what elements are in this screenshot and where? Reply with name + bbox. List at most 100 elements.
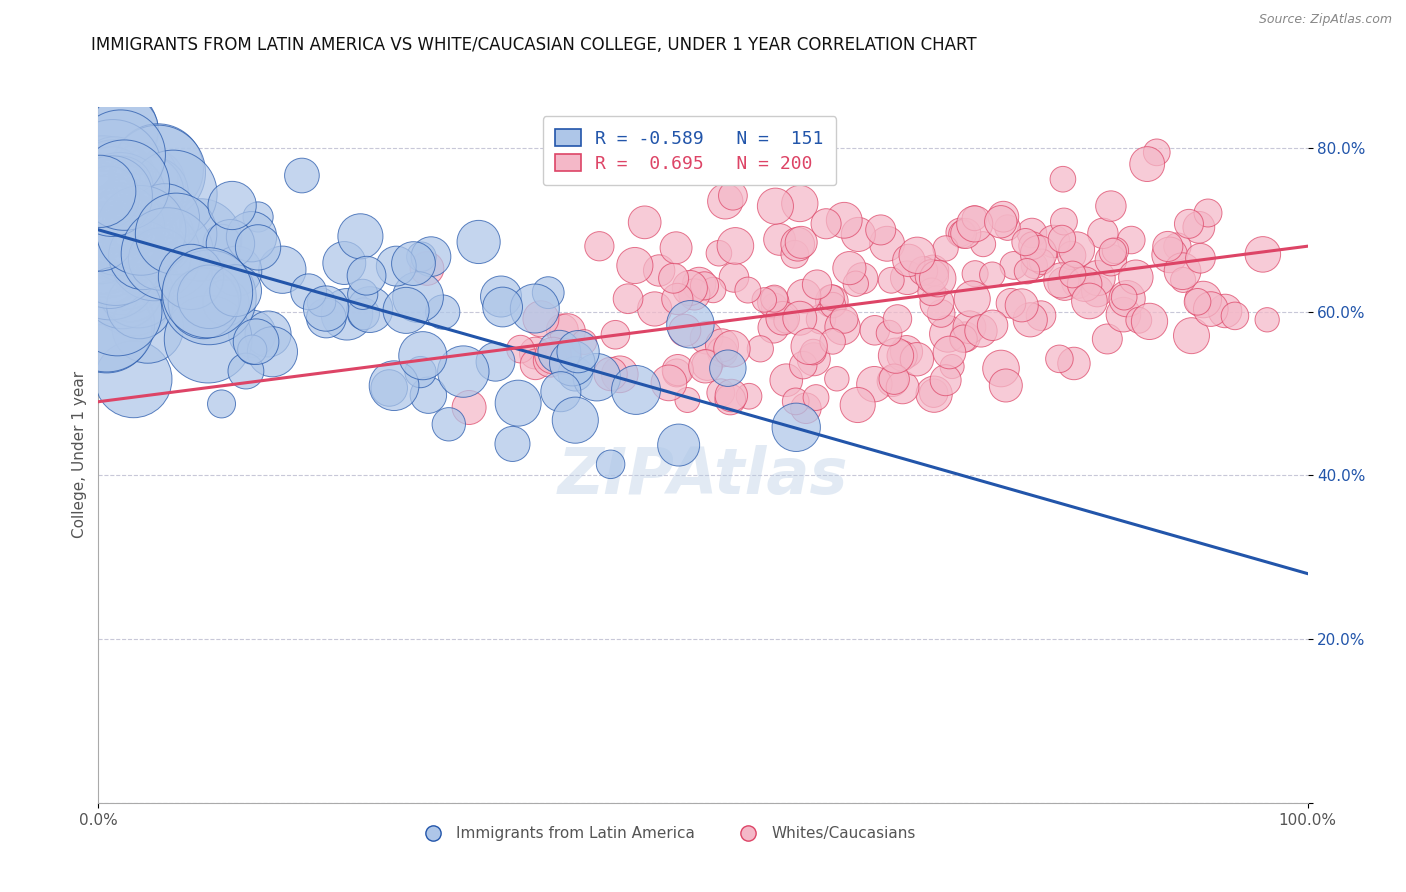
Point — [165, 227, 187, 241]
Point — [810, 312, 832, 326]
Point — [1091, 227, 1114, 241]
Point — [896, 270, 918, 285]
Point — [432, 305, 454, 319]
Point — [437, 417, 460, 432]
Point — [291, 169, 314, 183]
Point — [880, 273, 903, 287]
Point — [806, 277, 828, 292]
Point — [763, 292, 786, 306]
Point — [1073, 277, 1095, 292]
Point — [845, 277, 868, 291]
Point — [673, 323, 696, 337]
Point — [801, 345, 824, 359]
Legend: Immigrants from Latin America, Whites/Caucasians: Immigrants from Latin America, Whites/Ca… — [412, 820, 922, 847]
Point — [356, 268, 378, 283]
Point — [981, 268, 1004, 282]
Point — [1002, 259, 1025, 273]
Point — [409, 365, 432, 379]
Point — [617, 292, 640, 306]
Point — [101, 174, 124, 188]
Point — [1189, 252, 1212, 266]
Point — [453, 365, 475, 379]
Point — [588, 239, 610, 253]
Point — [385, 259, 408, 273]
Point — [1097, 332, 1119, 346]
Point — [938, 345, 960, 359]
Point — [143, 230, 166, 244]
Point — [349, 229, 371, 244]
Point — [922, 387, 945, 401]
Point — [1101, 244, 1123, 259]
Point — [832, 312, 855, 326]
Point — [402, 256, 425, 270]
Point — [1014, 235, 1036, 249]
Point — [94, 259, 117, 273]
Point — [624, 259, 647, 273]
Point — [1125, 270, 1147, 285]
Point — [949, 226, 972, 240]
Point — [792, 358, 814, 372]
Point — [416, 261, 439, 276]
Point — [190, 233, 212, 247]
Point — [103, 176, 125, 190]
Point — [114, 258, 136, 272]
Point — [1050, 232, 1073, 246]
Point — [922, 263, 945, 277]
Point — [97, 190, 120, 204]
Point — [508, 396, 530, 410]
Point — [148, 252, 170, 266]
Point — [794, 401, 817, 416]
Point — [132, 248, 155, 262]
Point — [311, 295, 333, 310]
Point — [815, 217, 838, 231]
Point — [1104, 244, 1126, 258]
Point — [211, 236, 233, 251]
Point — [352, 287, 374, 301]
Point — [225, 264, 247, 278]
Y-axis label: College, Under 1 year: College, Under 1 year — [72, 371, 87, 539]
Point — [738, 389, 761, 403]
Point — [1078, 293, 1101, 308]
Point — [557, 325, 579, 339]
Point — [994, 378, 1017, 392]
Point — [1066, 243, 1088, 257]
Point — [724, 239, 747, 253]
Point — [1050, 273, 1073, 287]
Point — [634, 215, 657, 229]
Point — [1087, 271, 1109, 285]
Point — [538, 353, 561, 368]
Point — [108, 192, 131, 206]
Point — [315, 311, 337, 326]
Point — [90, 237, 112, 252]
Point — [489, 289, 512, 303]
Point — [1256, 313, 1278, 327]
Point — [1139, 314, 1161, 328]
Point — [98, 230, 121, 244]
Point — [247, 240, 270, 254]
Text: IMMIGRANTS FROM LATIN AMERICA VS WHITE/CAUCASIAN COLLEGE, UNDER 1 YEAR CORRELATI: IMMIGRANTS FROM LATIN AMERICA VS WHITE/C… — [91, 36, 977, 54]
Point — [838, 261, 860, 276]
Point — [89, 176, 111, 190]
Point — [1042, 235, 1064, 249]
Point — [240, 343, 263, 357]
Point — [122, 227, 145, 242]
Point — [359, 302, 381, 317]
Point — [790, 235, 813, 250]
Point — [799, 339, 821, 353]
Point — [886, 312, 908, 326]
Point — [550, 384, 572, 399]
Point — [955, 227, 977, 241]
Point — [89, 229, 111, 244]
Point — [952, 227, 974, 242]
Point — [960, 292, 983, 306]
Point — [883, 372, 905, 386]
Point — [707, 246, 730, 260]
Point — [785, 394, 807, 409]
Point — [89, 253, 111, 268]
Point — [91, 199, 114, 213]
Point — [211, 397, 233, 411]
Point — [420, 250, 443, 264]
Point — [111, 282, 134, 296]
Point — [765, 199, 787, 213]
Point — [111, 220, 134, 235]
